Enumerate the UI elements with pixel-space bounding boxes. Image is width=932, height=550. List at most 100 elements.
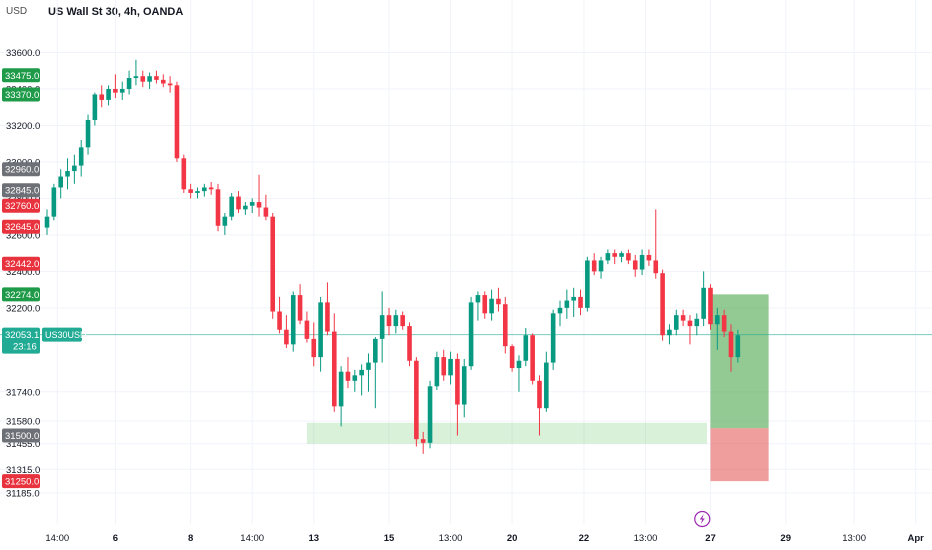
candle-body [85,119,91,148]
x-tick-label: 27 [705,533,716,544]
candle-body [208,187,214,190]
candle-body [359,369,364,376]
price-tag [2,87,40,102]
candle-body [331,331,337,407]
candle-body [509,346,515,369]
candle-body [345,371,351,381]
price-tag [2,68,40,83]
price-tag [2,256,40,271]
candle-body [632,260,638,270]
price-tag [2,162,40,177]
candle-body [441,357,447,376]
x-tick-label: 13 [308,533,319,544]
price-tag-label: 32760.0 [5,201,39,212]
candle-body [701,287,706,319]
x-tick-label: 22 [579,533,590,544]
candle-body [715,315,720,325]
candle-body [680,315,686,321]
candle-body [270,216,276,312]
candle-body [44,216,50,228]
candle-body [550,313,556,363]
candle-body [516,360,522,369]
candle-body [72,165,77,172]
candle-body [523,335,529,361]
symbol-tag [42,327,82,342]
candle-body [373,338,378,363]
candle-body [147,76,152,82]
candle-body [133,76,139,79]
candle-body [379,315,385,339]
price-tag [2,183,40,198]
candle-body [557,307,563,314]
price-tag [2,219,40,234]
x-tick-label: Apr [907,533,924,544]
candle-body [297,295,303,321]
price-tag [2,198,40,213]
candle-body [140,76,146,82]
target-zone [710,294,769,429]
candle-body [721,315,727,332]
stop-zone [710,428,769,482]
candle-body [489,298,494,314]
candle-body [338,371,344,407]
y-tick-label: 33200.0 [6,121,40,132]
candle-body [366,362,371,370]
y-tick-label: 31315.0 [6,465,40,476]
candle-body [735,335,741,358]
candle-body [174,85,180,159]
price-tag-label: 32274.0 [5,290,39,301]
y-tick-label: 32600.0 [6,230,40,241]
candle-body [249,202,255,206]
candle-body [222,216,228,226]
currency-label: USD [6,6,28,17]
candle-body [591,260,597,272]
candle-body [106,88,111,100]
current-price-tag [2,327,40,354]
candle-body [434,357,440,387]
candle-body [612,253,618,257]
candle-body [154,76,159,80]
candle-body [626,253,631,261]
candle-body [188,189,193,193]
price-tag [2,474,40,489]
candle-body [537,380,542,409]
candle-body [687,320,693,327]
candle-body [482,295,488,314]
candle-body [99,94,105,100]
candle-body [243,205,248,210]
candle-body [167,83,173,86]
candle-body [51,187,57,217]
candle-body [564,300,570,308]
candle-body [304,320,310,339]
candle-body [325,302,330,332]
y-tick-label: 33600.0 [6,48,40,59]
candle-body [352,375,358,381]
price-tag [2,428,40,443]
y-tick-label: 32200.0 [6,303,40,314]
price-tag-label: 32845.0 [5,186,39,197]
x-tick-label: 13:00 [634,533,658,544]
symbol-label: US30USD [45,330,87,340]
countdown-label: 23:16 [13,342,37,353]
candle-body [58,176,63,188]
candle-body [126,78,132,89]
y-tick-label: 31580.0 [6,416,40,427]
price-tag-label: 32960.0 [5,165,39,176]
candle-body [407,326,412,361]
candle-body [229,196,234,217]
candle-body [215,189,221,226]
candle-body [427,386,433,443]
candle-body [393,315,399,327]
price-tag-label: 31250.0 [5,477,39,488]
lightning-glyph [699,514,705,524]
candle-body [195,191,200,193]
x-tick-label: 13:00 [439,533,463,544]
x-tick-label: 15 [384,533,395,544]
candle-body [414,360,419,440]
x-tick-label: 14:00 [45,533,69,544]
candle-body [236,196,241,210]
demand-zone [306,422,708,444]
candle-body [605,253,611,261]
